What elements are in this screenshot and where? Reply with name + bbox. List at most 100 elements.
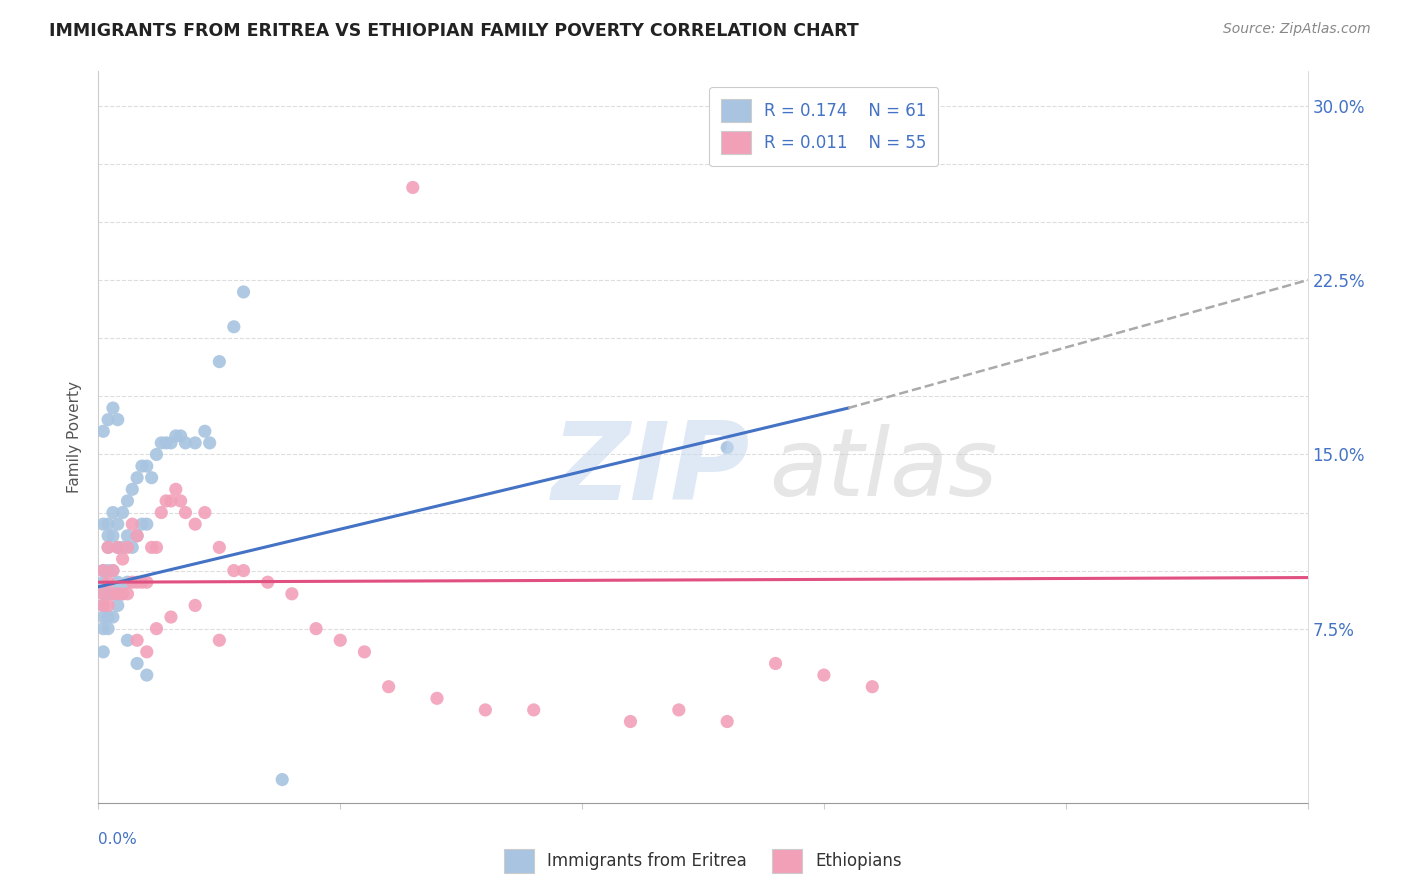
Point: [91, 564, 114, 578]
Point: [232, 564, 254, 578]
Point: [160, 494, 183, 508]
Point: [127, 471, 149, 485]
Point: [150, 436, 173, 450]
Point: [97, 599, 120, 613]
Point: [97, 587, 120, 601]
Point: [208, 633, 231, 648]
Point: [91, 424, 114, 438]
Point: [101, 587, 124, 601]
Point: [165, 429, 187, 443]
Point: [97, 412, 120, 426]
Point: [169, 429, 191, 443]
Point: [101, 587, 124, 601]
Text: Source: ZipAtlas.com: Source: ZipAtlas.com: [1223, 22, 1371, 37]
Point: [97, 564, 120, 578]
Point: [97, 610, 120, 624]
Point: [160, 436, 183, 450]
Point: [107, 541, 129, 555]
Point: [377, 680, 399, 694]
Point: [155, 436, 177, 450]
Point: [107, 575, 129, 590]
Point: [91, 599, 114, 613]
Point: [135, 459, 157, 474]
Point: [91, 575, 114, 590]
Point: [169, 494, 191, 508]
Text: atlas: atlas: [769, 425, 998, 516]
Point: [91, 564, 114, 578]
Point: [208, 354, 231, 368]
Point: [131, 459, 153, 474]
Point: [111, 587, 134, 601]
Point: [135, 645, 157, 659]
Point: [97, 575, 120, 590]
Text: IMMIGRANTS FROM ERITREA VS ETHIOPIAN FAMILY POVERTY CORRELATION CHART: IMMIGRANTS FROM ERITREA VS ETHIOPIAN FAM…: [49, 22, 859, 40]
Point: [135, 517, 157, 532]
Point: [111, 506, 134, 520]
Point: [305, 622, 328, 636]
Point: [135, 575, 157, 590]
Point: [281, 587, 304, 601]
Point: [145, 622, 167, 636]
Point: [91, 587, 114, 601]
Point: [402, 180, 425, 194]
Point: [97, 541, 120, 555]
Point: [127, 529, 149, 543]
Point: [426, 691, 449, 706]
Point: [141, 471, 163, 485]
Point: [222, 319, 245, 334]
Point: [145, 448, 167, 462]
Point: [97, 622, 120, 636]
Point: [174, 436, 197, 450]
Point: [91, 622, 114, 636]
Point: [329, 633, 352, 648]
Point: [101, 564, 124, 578]
Point: [121, 517, 143, 532]
Point: [765, 657, 787, 671]
Point: [194, 506, 217, 520]
Point: [107, 517, 129, 532]
Point: [184, 599, 207, 613]
Point: [117, 529, 139, 543]
Point: [474, 703, 496, 717]
Point: [184, 436, 207, 450]
Point: [117, 587, 139, 601]
Point: [97, 517, 120, 532]
Point: [174, 506, 197, 520]
Point: [91, 599, 114, 613]
Point: [101, 529, 124, 543]
Point: [121, 541, 143, 555]
Point: [271, 772, 294, 787]
Point: [107, 587, 129, 601]
Point: [121, 483, 143, 497]
Point: [716, 441, 738, 455]
Point: [91, 645, 114, 659]
Point: [117, 575, 139, 590]
Point: [131, 517, 153, 532]
Point: [111, 552, 134, 566]
Point: [97, 541, 120, 555]
Point: [91, 610, 114, 624]
Point: [131, 575, 153, 590]
Point: [121, 575, 143, 590]
Text: ZIP: ZIP: [551, 417, 751, 523]
Point: [668, 703, 690, 717]
Point: [107, 541, 129, 555]
Point: [127, 575, 149, 590]
Point: [165, 483, 187, 497]
Point: [813, 668, 835, 682]
Point: [145, 541, 167, 555]
Point: [91, 517, 114, 532]
Point: [619, 714, 641, 729]
Point: [127, 633, 149, 648]
Point: [117, 494, 139, 508]
Point: [117, 541, 139, 555]
Point: [198, 436, 221, 450]
Point: [135, 668, 157, 682]
Legend: R = 0.174    N = 61, R = 0.011    N = 55: R = 0.174 N = 61, R = 0.011 N = 55: [710, 87, 938, 166]
Point: [101, 564, 124, 578]
Point: [208, 541, 231, 555]
Point: [107, 412, 129, 426]
Point: [222, 564, 245, 578]
Point: [194, 424, 217, 438]
Point: [160, 610, 183, 624]
